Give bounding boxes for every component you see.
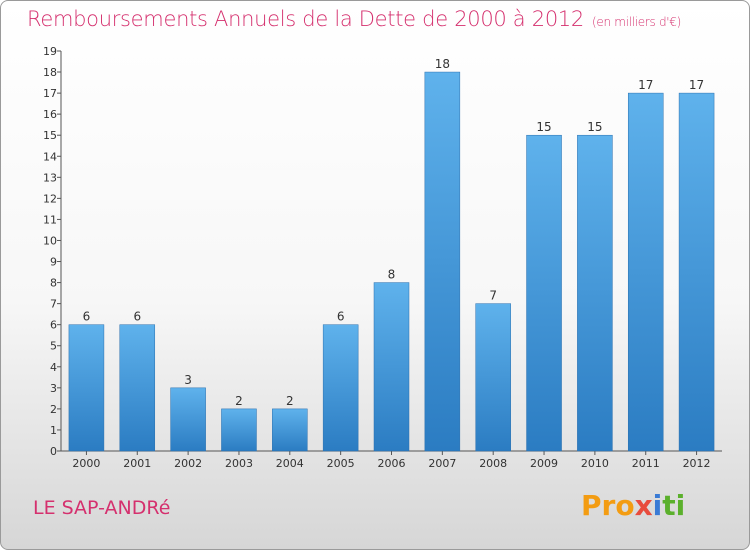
y-tick-label: 19 (43, 45, 57, 58)
bar (678, 92, 715, 452)
y-tick-label: 4 (50, 361, 57, 374)
bar (526, 134, 562, 452)
bar-value-label: 2 (286, 394, 294, 408)
y-tick-label: 3 (50, 382, 57, 395)
bar-value-label: 2 (235, 394, 243, 408)
bar (170, 387, 206, 452)
y-tick-label: 7 (50, 298, 57, 311)
y-tick-label: 0 (50, 445, 57, 458)
bar-value-label: 15 (587, 120, 602, 134)
logo-part-4: ti (662, 489, 686, 522)
chart-labels: 6 2000 6 2001 3 2002 2 2003 2 2004 6 2005 8 2006 18 200… (72, 57, 710, 470)
bar-value-label: 6 (337, 310, 345, 324)
y-tick-label: 2 (50, 403, 57, 416)
bar-value-label: 17 (689, 78, 704, 92)
y-tick-label: 6 (50, 319, 57, 332)
bar (424, 71, 461, 452)
bar (119, 324, 156, 452)
bar (221, 408, 257, 452)
x-tick-label: 2001 (123, 457, 151, 470)
logo-part-3: i (652, 489, 663, 522)
x-tick-label: 2005 (327, 457, 355, 470)
bar-value-label: 3 (184, 373, 192, 387)
y-tick-label: 11 (43, 213, 57, 226)
chart-subtitle: (en milliers d'€) (592, 15, 682, 29)
bar-value-label: 6 (83, 310, 91, 324)
y-tick-label: 12 (43, 192, 57, 205)
y-tick-label: 5 (50, 340, 57, 353)
x-tick-label: 2002 (174, 457, 202, 470)
x-tick-label: 2003 (225, 457, 253, 470)
bar (475, 303, 511, 452)
y-tick-label: 16 (43, 108, 57, 121)
y-tick-label: 8 (50, 277, 57, 290)
logo-part-2: x (634, 489, 653, 522)
logo-part-1: Pro (581, 489, 635, 522)
proxiti-logo: Proxiti (581, 489, 685, 522)
x-tick-label: 2008 (479, 457, 507, 470)
y-tick-label: 1 (50, 424, 57, 437)
bar (322, 324, 359, 452)
x-tick-label: 2011 (632, 457, 660, 470)
chart-title-text: Remboursements Annuels de la Dette de 20… (27, 7, 584, 31)
bar-value-label: 6 (133, 310, 141, 324)
bar-value-label: 18 (435, 57, 450, 71)
y-tick-label: 15 (43, 129, 57, 142)
x-tick-label: 2007 (428, 457, 456, 470)
bar-value-label: 7 (489, 289, 497, 303)
bar-value-label: 17 (638, 78, 653, 92)
y-tick-label: 9 (50, 256, 57, 269)
y-tick-label: 10 (43, 234, 57, 247)
x-tick-label: 2012 (683, 457, 711, 470)
bar (68, 324, 105, 452)
bar-value-label: 8 (388, 268, 396, 282)
chart-title: Remboursements Annuels de la Dette de 20… (27, 7, 681, 31)
chart-bars (68, 71, 715, 452)
bar (627, 92, 664, 452)
x-tick-label: 2006 (378, 457, 406, 470)
x-tick-label: 2000 (72, 457, 100, 470)
x-tick-label: 2009 (530, 457, 558, 470)
bar (373, 282, 410, 452)
x-tick-label: 2004 (276, 457, 304, 470)
bar (577, 134, 613, 452)
x-tick-label: 2010 (581, 457, 609, 470)
commune-name: LE SAP-ANDRé (33, 497, 171, 519)
y-tick-label: 13 (43, 171, 57, 184)
y-tick-label: 14 (43, 150, 57, 163)
bar (272, 408, 308, 452)
y-tick-label: 17 (43, 87, 57, 100)
y-tick-label: 18 (43, 66, 57, 79)
bar-value-label: 15 (536, 120, 551, 134)
